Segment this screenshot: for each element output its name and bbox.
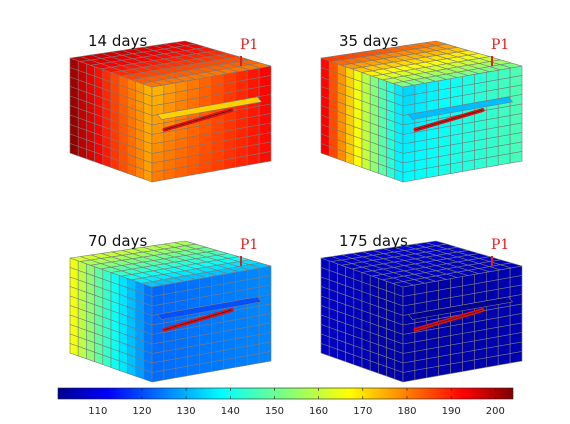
front-face-cell [199,361,212,374]
colorbar-tick-label: 120 [132,406,151,417]
panel-label: 175 days [339,232,408,250]
top-face-cell [249,262,272,269]
probe-label: P1 [240,237,258,253]
front-face-cell [187,363,200,377]
colorbar-tick-label: 140 [221,406,240,417]
top-face-cell [500,262,523,269]
front-face-cell [211,159,224,172]
front-face-cell [235,155,248,168]
colorbar-tick-label: 190 [442,406,461,417]
heat-slot-edge [164,309,232,330]
front-face-cell [509,351,523,364]
heat-slot-edge [415,309,483,330]
probe-label: P1 [240,37,258,53]
front-face-cell [246,153,260,166]
front-face-cell [175,165,188,179]
front-face-cell [163,167,177,181]
panel-label: 14 days [88,32,147,50]
front-face-cell [235,355,248,368]
panel-4: P1 175 days [320,232,523,383]
front-face-cell [486,355,499,368]
front-face-cell [258,351,272,364]
top-face-cell [500,62,523,69]
colorbar-tick-label: 170 [353,406,372,417]
colorbar-tick-label: 150 [265,406,284,417]
probe-label: P1 [491,237,509,253]
front-face-cell [402,170,416,183]
front-face-cell [246,353,260,366]
colorbar-ticks: 110 120 130 140 150 160 170 180 190 200 [88,388,505,417]
panel-1: P1 14 days [69,32,272,183]
front-face-cell [151,170,165,183]
front-face-cell [462,159,475,172]
front-face-cell [486,155,499,168]
front-face-cell [223,157,236,170]
colorbar-tick-label: 160 [309,406,328,417]
front-face-cell [497,353,511,366]
front-face-cell [509,151,523,164]
front-face-cell [258,151,272,164]
front-face-cell [497,153,511,166]
front-face-cell [402,370,416,383]
front-face-cell [414,367,428,381]
colorbar-tick-label: 200 [486,406,505,417]
front-face-cell [450,361,463,374]
panel-label: 35 days [339,32,398,50]
colorbar-tick-label: 110 [88,406,107,417]
front-face-cell [163,367,177,381]
front-face-cell [474,357,487,370]
panel-2: P1 35 days [320,32,523,183]
front-face-cell [199,161,212,174]
front-face-cell [151,370,165,383]
heat-slot-edge [164,109,232,130]
panels-layer: P1 14 days P1 35 days P1 70 days P1 175 days [69,32,523,383]
slot-upper-ledge [407,96,514,120]
slot-upper-ledge [407,296,514,320]
probe-label: P1 [491,37,509,53]
front-face-cell [426,365,439,379]
top-face-cell [249,62,272,69]
colorbar-tick-label: 180 [397,406,416,417]
slot-upper-ledge [156,96,263,120]
panel-label: 70 days [88,232,147,250]
front-face-cell [414,167,428,181]
front-face-cell [223,357,236,370]
front-face-cell [187,163,200,177]
colorbar: 110 120 130 140 150 160 170 180 190 200 [57,387,514,417]
slot-upper-ledge [156,296,263,320]
heat-slot-edge [415,109,483,130]
front-face-cell [450,161,463,174]
colorbar-gradient [57,387,514,400]
front-face-cell [175,365,188,379]
front-face-cell [438,163,451,177]
front-face-cell [426,165,439,179]
panel-3: P1 70 days [69,232,272,383]
front-face-cell [438,363,451,377]
front-face-cell [211,359,224,372]
front-face-cell [474,157,487,170]
colorbar-tick-label: 130 [177,406,196,417]
front-face-cell [462,359,475,372]
